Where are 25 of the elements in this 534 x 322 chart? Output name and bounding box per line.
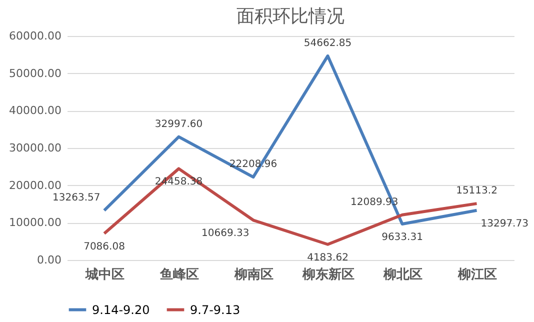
data-label: 9633.31 [382,232,423,244]
y-tick-label: 30000.00 [9,142,62,154]
y-tick-label: 0.00 [37,254,62,266]
chart-title: 面积环比情况 [236,6,344,27]
x-tick-label: 柳北区 [382,268,422,282]
y-tick-label: 40000.00 [9,104,62,118]
y-tick-label: 50000.00 [9,66,62,80]
data-label: 32997.60 [154,118,203,130]
x-tick-label: 鱼峰区 [158,268,199,282]
x-tick-label: 柳东新区 [301,266,354,282]
data-label: 7086.08 [84,242,125,253]
legend-label: 9.7-9.13 [190,302,240,317]
data-label: 4183.62 [307,252,348,264]
data-label: 13297.73 [480,218,528,230]
data-label: 54662.85 [304,38,352,49]
x-tick-label: 柳南区 [233,268,274,282]
legend-label: 9.14-9.20 [92,302,150,317]
y-tick-label: 10000.00 [9,216,62,230]
data-label: 15113.2 [456,186,498,197]
y-tick-label: 60000.00 [9,30,62,42]
data-label: 13263.57 [52,192,100,204]
x-tick-label: 城中区 [84,268,124,282]
x-tick-label: 柳江区 [456,268,497,282]
data-label: 10669.33 [202,228,250,240]
y-tick-label: 20000.00 [9,178,62,192]
